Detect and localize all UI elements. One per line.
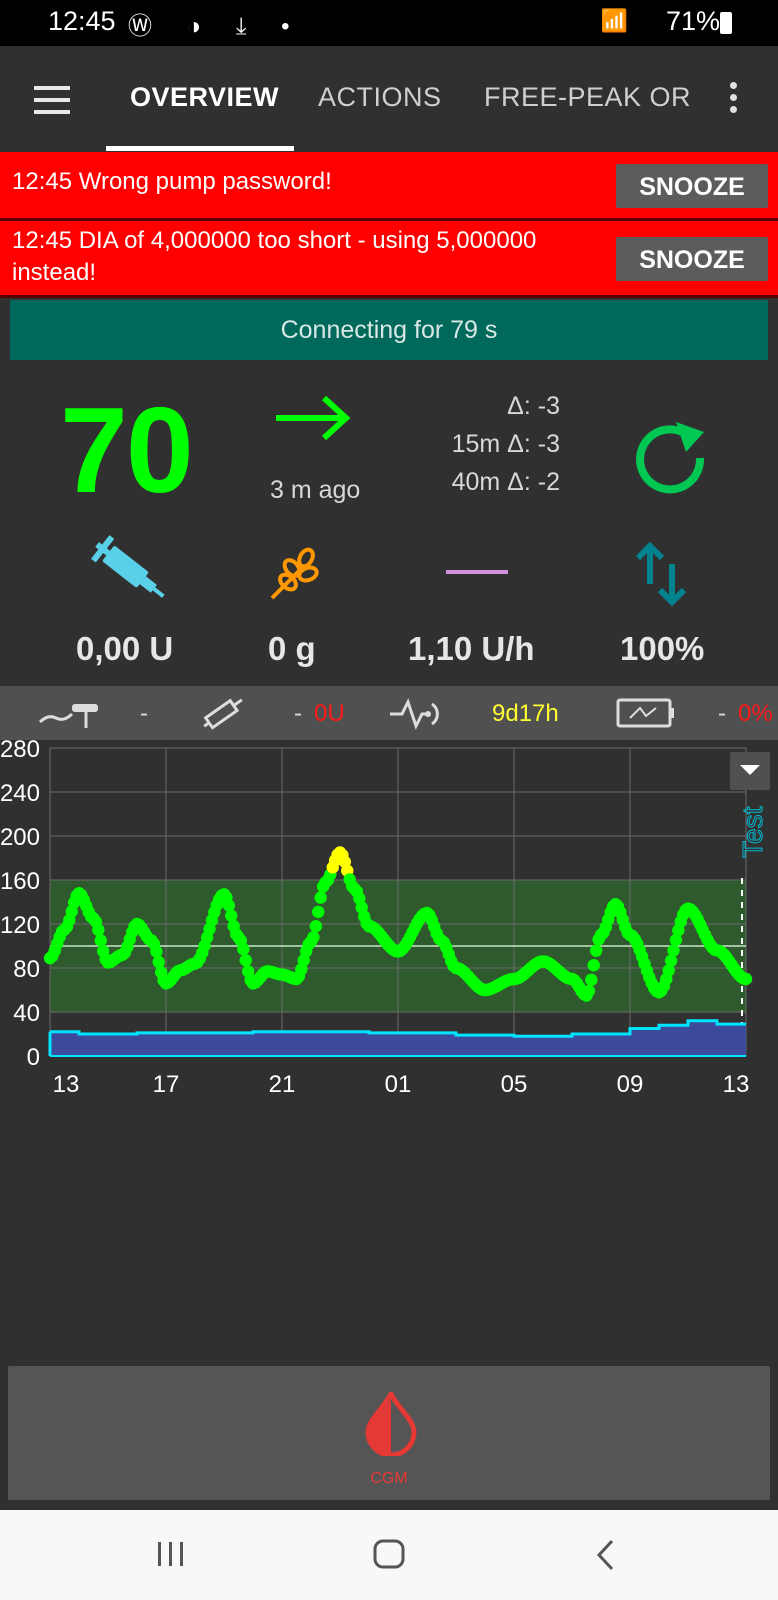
- signal-icon: 📶: [600, 8, 628, 33]
- chart-grid: [49, 747, 747, 1057]
- bg-point: [312, 905, 325, 919]
- delta-15m: 15m Δ: -3: [451, 430, 560, 458]
- basal-icon[interactable]: [446, 570, 508, 574]
- snooze-button[interactable]: SNOOZE: [616, 237, 768, 281]
- tab-overview[interactable]: OVERVIEW: [130, 82, 280, 112]
- cannula-icon: [390, 698, 439, 730]
- cob-value: 0 g: [268, 630, 316, 667]
- sensor-age: -: [140, 700, 148, 727]
- chart-area: [48, 1019, 746, 1057]
- x-tick-label: 01: [385, 1071, 412, 1098]
- basal-area: [50, 1020, 746, 1056]
- chart-points: [43, 846, 753, 1002]
- x-tick-label: 13: [723, 1071, 750, 1098]
- bg-graph[interactable]: 280 240 200 160 120 80 40 0 13 17 21 01 05 09 13 Test: [0, 740, 778, 1130]
- reservoir-level: 0U: [314, 700, 345, 727]
- bg-point: [587, 959, 600, 972]
- bg-point: [239, 954, 252, 967]
- bg-point: [314, 891, 327, 904]
- battery-percent: 71%: [665, 6, 720, 36]
- snooze-button[interactable]: SNOOZE: [616, 164, 768, 208]
- alert-message: 12:45 Wrong pump password!: [12, 168, 332, 195]
- alert-message: 12:45 DIA of 4,000000 too short - using …: [12, 227, 537, 286]
- time-ago: 3 m ago: [270, 476, 361, 504]
- y-tick-label: 0: [27, 1044, 40, 1071]
- bg-value: 70: [60, 382, 194, 518]
- cannula-age: 9d17h: [492, 700, 559, 727]
- notification-icons: Ⓦ ◑ ⤓ •: [128, 13, 304, 40]
- home-icon[interactable]: [372, 1538, 406, 1570]
- x-tick-label: 21: [269, 1071, 296, 1098]
- bg-point: [222, 899, 236, 912]
- cgm-button[interactable]: CGM: [8, 1366, 770, 1500]
- carbs-icon[interactable]: [268, 546, 322, 600]
- chart-axis: 280 240 200 160 120 80 40 0 13 17 21 01 05 09 13: [0, 740, 749, 1098]
- status-lights: - - 0U 9d17h - 0%: [0, 686, 778, 740]
- y-tick-label: 280: [0, 740, 40, 763]
- bg-point: [152, 955, 165, 969]
- connecting-banner[interactable]: Connecting for 79 s: [10, 300, 768, 360]
- x-tick-label: 05: [501, 1071, 528, 1098]
- y-tick-label: 200: [0, 824, 40, 851]
- tab-indicator: [106, 146, 294, 151]
- x-tick-label: 09: [617, 1071, 644, 1098]
- app-toolbar: OVERVIEW ACTIONS FREE-PEAK ORE: [0, 46, 778, 152]
- chart-label: Test: [737, 806, 768, 858]
- back-icon[interactable]: [594, 1538, 616, 1572]
- tab-free-peak-oref[interactable]: FREE-PEAK ORE: [484, 82, 690, 112]
- insulin-age: -: [294, 700, 302, 727]
- bg-point: [94, 934, 107, 947]
- basal-value: 1,10 U/h: [408, 630, 535, 667]
- profile-switch-icon[interactable]: [636, 540, 686, 608]
- alert-wrong-password: 12:45 Wrong pump password! SNOOZE: [0, 152, 778, 221]
- drop-icon: [365, 1392, 417, 1456]
- profile-percent: 100%: [620, 630, 705, 667]
- more-options-icon[interactable]: [730, 82, 738, 118]
- pump-battery-icon: [616, 698, 674, 728]
- bg-point: [92, 923, 105, 937]
- syringe-icon[interactable]: [88, 534, 174, 608]
- bg-point: [664, 954, 678, 967]
- y-tick-label: 40: [13, 1000, 40, 1027]
- alert-dia: 12:45 DIA of 4,000000 too short - using …: [0, 221, 778, 298]
- y-tick-label: 80: [13, 956, 40, 983]
- bg-point: [309, 920, 323, 933]
- bg-point: [739, 972, 753, 986]
- trend-arrow-icon: [276, 395, 351, 441]
- x-tick-label: 13: [53, 1071, 80, 1098]
- battery-age: -: [718, 700, 726, 727]
- y-tick-label: 160: [0, 868, 40, 895]
- tab-actions[interactable]: ACTIONS: [318, 82, 442, 112]
- sensor-icon: [38, 704, 98, 728]
- battery-level: 0%: [738, 700, 773, 727]
- delta-40m: 40m Δ: -2: [451, 468, 560, 496]
- bg-point: [667, 944, 680, 957]
- battery-icon: [720, 12, 732, 34]
- menu-icon[interactable]: [34, 86, 70, 114]
- chevron-down-icon[interactable]: [740, 765, 760, 775]
- bg-point: [237, 942, 250, 956]
- recent-apps-icon[interactable]: [156, 1540, 186, 1568]
- loop-icon[interactable]: [630, 418, 714, 502]
- insulin-icon: [203, 698, 243, 730]
- clock: 12:45: [48, 6, 116, 36]
- y-tick-label: 240: [0, 780, 40, 807]
- bg-point: [585, 973, 598, 987]
- system-nav-bar: [0, 1510, 778, 1600]
- bg-point: [225, 909, 238, 922]
- bg-point: [582, 984, 596, 998]
- bg-point: [589, 944, 603, 957]
- iob-value: 0,00 U: [76, 630, 174, 667]
- delta: Δ: -3: [507, 392, 560, 420]
- bg-point: [662, 964, 675, 977]
- basal-line: [50, 1019, 746, 1038]
- y-tick-label: 120: [0, 912, 40, 939]
- status-bar: 12:45 Ⓦ ◑ ⤓ • 📶 71%: [0, 0, 778, 46]
- cgm-label: CGM: [370, 1470, 408, 1487]
- bg-point: [669, 933, 683, 947]
- bg-point: [150, 945, 163, 958]
- bg-point: [307, 931, 320, 944]
- x-tick-label: 17: [153, 1071, 180, 1098]
